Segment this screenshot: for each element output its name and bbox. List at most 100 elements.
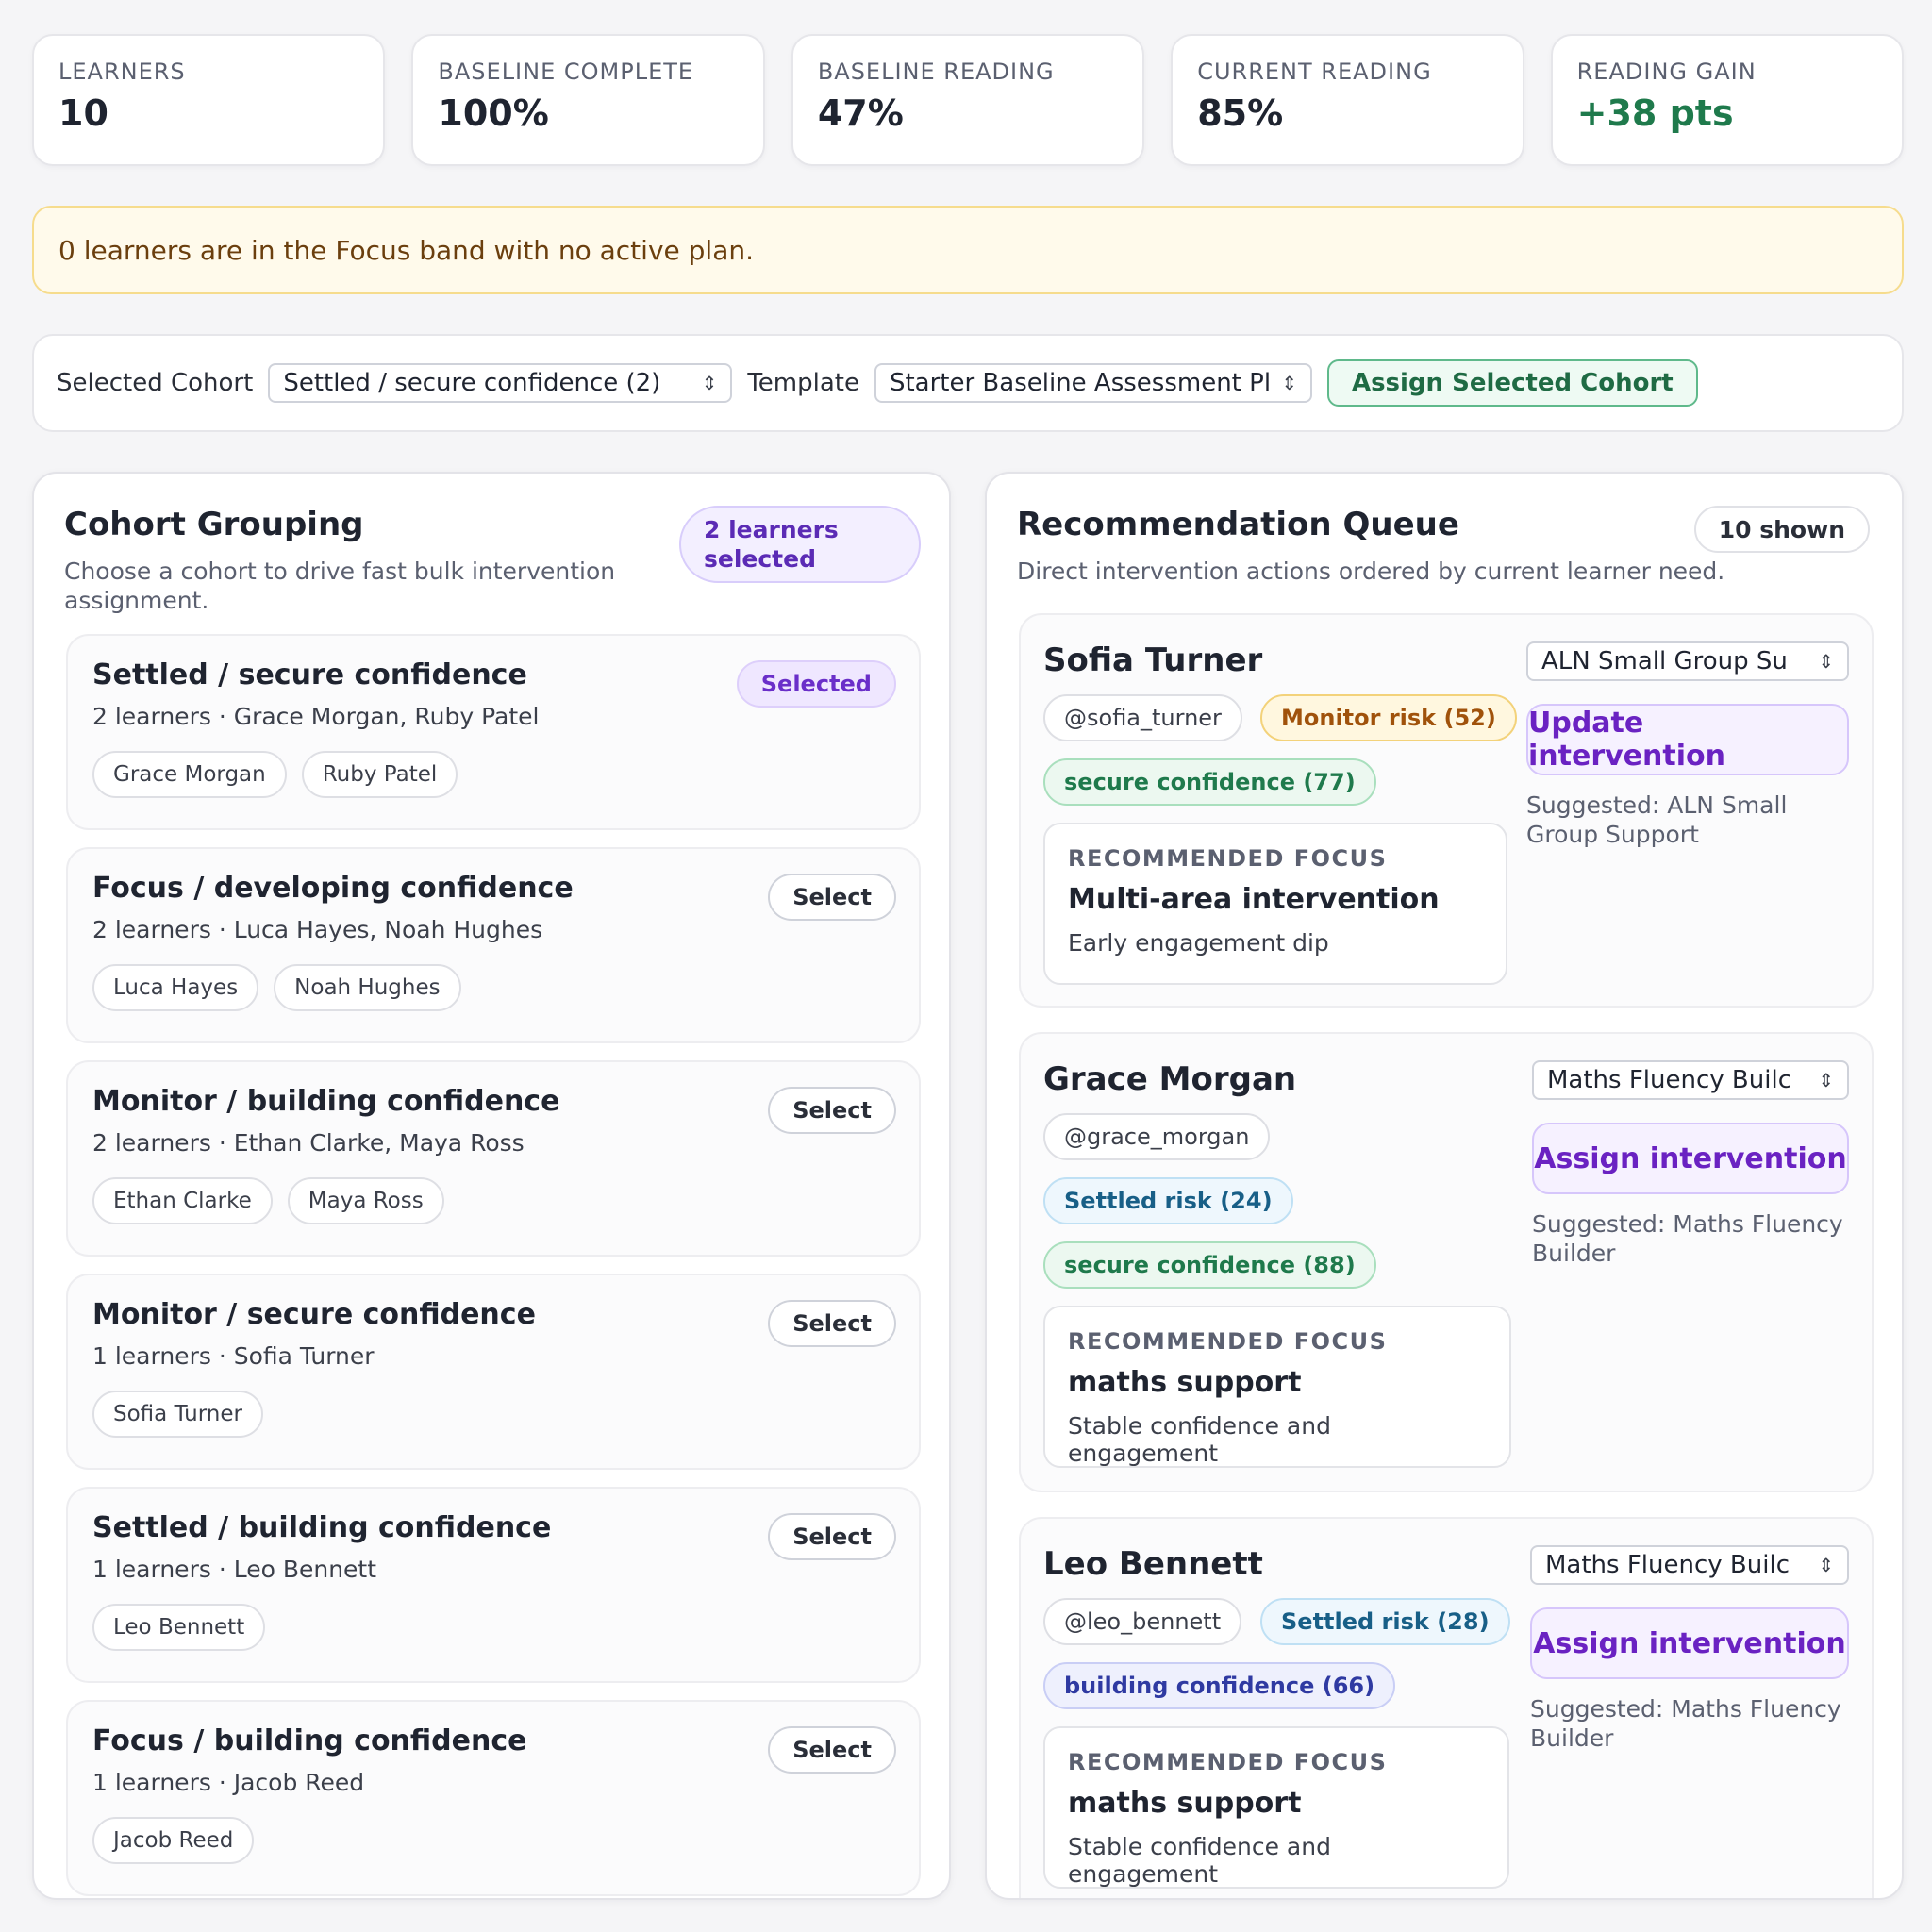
cohort-select-button[interactable]: Select (768, 1300, 896, 1347)
learner-chips: Luca Hayes Noah Hughes (92, 964, 894, 1011)
cohort-card[interactable]: Monitor / secure confidence 1 learners ·… (66, 1274, 921, 1470)
learner-name: Leo Bennett (1043, 1545, 1263, 1583)
cohort-meta: 2 learners · Luca Hayes, Noah Hughes (92, 916, 543, 943)
cohort-title: Monitor / secure confidence (92, 1298, 536, 1331)
template-select[interactable]: Starter Baseline Assessment Plan ⇕ (874, 363, 1312, 403)
intervention-select-value: Maths Fluency Builc (1547, 1066, 1791, 1094)
cohort-grouping-panel: Cohort Grouping Choose a cohort to drive… (32, 472, 951, 1900)
kpi-label: CURRENT READING (1197, 58, 1432, 85)
recommendation-card: Leo Bennett @leo_bennett Settled risk (2… (1019, 1517, 1874, 1898)
focus-title: maths support (1068, 1787, 1302, 1820)
kpi-row: LEARNERS 10 BASELINE COMPLETE 100% BASEL… (32, 34, 1905, 166)
subtitle-line: Choose a cohort to drive fast bulk inter… (64, 558, 616, 585)
suggested-line: Suggested: Maths Fluency (1532, 1210, 1843, 1238)
focus-band-alert: 0 learners are in the Focus band with no… (32, 206, 1904, 294)
kpi-value: 85% (1197, 92, 1284, 134)
cohort-title: Settled / building confidence (92, 1511, 552, 1544)
learner-chip: Noah Hughes (274, 964, 461, 1011)
alert-text: 0 learners are in the Focus band with no… (58, 234, 754, 266)
cohort-meta: 1 learners · Leo Bennett (92, 1556, 377, 1583)
cohort-card[interactable]: Focus / building confidence 1 learners ·… (66, 1700, 921, 1896)
suggested-line: Suggested: ALN Small (1526, 791, 1788, 819)
focus-title: Multi-area intervention (1068, 883, 1440, 916)
kpi-card-baseline-complete: BASELINE COMPLETE 100% (411, 34, 765, 166)
risk-tag: Settled risk (24) (1043, 1177, 1293, 1224)
cohort-select-button[interactable]: Select (768, 1513, 896, 1560)
suggested-intervention: Suggested: ALN Small Group Support (1526, 791, 1849, 849)
confidence-tag: building confidence (66) (1043, 1662, 1396, 1709)
intervention-select-value: ALN Small Group Su (1541, 647, 1788, 675)
confidence-tag: secure confidence (77) (1043, 758, 1376, 806)
selected-cohort-select[interactable]: Settled / secure confidence (2) ⇕ (268, 363, 733, 403)
cohort-title: Settled / secure confidence (92, 658, 527, 691)
chevron-up-down-icon: ⇕ (701, 372, 718, 394)
kpi-label: BASELINE READING (817, 58, 1055, 85)
recommended-focus-box: RECOMMENDED FOCUS maths support Stable c… (1043, 1726, 1509, 1889)
learner-chips: Grace Morgan Ruby Patel (92, 751, 894, 798)
cohort-title: Focus / building confidence (92, 1724, 527, 1757)
learner-chip: Ruby Patel (301, 751, 458, 798)
cohort-meta: 2 learners · Grace Morgan, Ruby Patel (92, 703, 540, 730)
badge-line: selected (704, 545, 816, 573)
kpi-value: 10 (58, 92, 108, 134)
learner-name: Sofia Turner (1043, 641, 1263, 679)
learner-chips: Sofia Turner (92, 1391, 894, 1438)
learner-name: Grace Morgan (1043, 1060, 1297, 1098)
risk-tag: Monitor risk (52) (1260, 694, 1517, 741)
cohort-select-button[interactable]: Select (768, 874, 896, 921)
learner-chips: Ethan Clarke Maya Ross (92, 1177, 894, 1224)
suggested-line: Builder (1532, 1240, 1616, 1267)
kpi-value: +38 pts (1576, 92, 1734, 134)
suggested-intervention: Suggested: Maths Fluency Builder (1532, 1209, 1849, 1268)
kpi-label: READING GAIN (1576, 58, 1757, 85)
assign-intervention-button[interactable]: Assign intervention (1532, 1123, 1849, 1194)
kpi-card-current-reading: CURRENT READING 85% (1171, 34, 1524, 166)
cohort-list: Settled / secure confidence 2 learners ·… (66, 634, 921, 1898)
update-intervention-button[interactable]: Update intervention (1526, 704, 1849, 775)
kpi-value: 100% (438, 92, 549, 134)
cohort-card[interactable]: Focus / developing confidence 2 learners… (66, 847, 921, 1043)
cohort-meta: 1 learners · Jacob Reed (92, 1769, 365, 1796)
learner-handle-tag: @grace_morgan (1043, 1113, 1271, 1160)
subtitle-line: assignment. (64, 587, 209, 614)
recommended-focus-box: RECOMMENDED FOCUS maths support Stable c… (1043, 1306, 1511, 1468)
focus-heading: RECOMMENDED FOCUS (1068, 1328, 1388, 1355)
focus-description: Stable confidence and engagement (1068, 1412, 1331, 1467)
suggested-line: Group Support (1526, 821, 1699, 848)
chevron-up-down-icon: ⇕ (1818, 650, 1834, 673)
cohort-card[interactable]: Settled / secure confidence 2 learners ·… (66, 634, 921, 830)
intervention-select-value: Maths Fluency Builc (1545, 1551, 1790, 1579)
learner-chip: Ethan Clarke (92, 1177, 273, 1224)
focus-heading: RECOMMENDED FOCUS (1068, 845, 1388, 872)
cohort-card[interactable]: Settled / building confidence 1 learners… (66, 1487, 921, 1683)
chevron-up-down-icon: ⇕ (1281, 372, 1297, 394)
cohort-selected-button[interactable]: Selected (736, 660, 896, 708)
cohort-select-button[interactable]: Select (768, 1726, 896, 1774)
template-label: Template (747, 369, 859, 397)
learner-chip: Maya Ross (287, 1177, 444, 1224)
badge-line: 2 learners (704, 516, 839, 543)
suggested-line: Suggested: Maths Fluency (1530, 1695, 1841, 1723)
cohort-select-button[interactable]: Select (768, 1087, 896, 1134)
selected-cohort-label: Selected Cohort (57, 369, 254, 397)
suggested-line: Builder (1530, 1724, 1614, 1752)
intervention-select[interactable]: ALN Small Group Su ⇕ (1526, 641, 1849, 681)
learner-chip: Jacob Reed (92, 1817, 255, 1864)
intervention-select[interactable]: Maths Fluency Builc ⇕ (1532, 1060, 1849, 1100)
cohort-meta: 1 learners · Sofia Turner (92, 1342, 375, 1370)
learner-chip: Luca Hayes (92, 964, 259, 1011)
learner-chip: Sofia Turner (92, 1391, 263, 1438)
chevron-up-down-icon: ⇕ (1818, 1554, 1834, 1576)
panel-subtitle: Direct intervention actions ordered by c… (1017, 558, 1725, 585)
suggested-intervention: Suggested: Maths Fluency Builder (1530, 1694, 1849, 1753)
intervention-select[interactable]: Maths Fluency Builc ⇕ (1530, 1545, 1849, 1585)
recommended-focus-box: RECOMMENDED FOCUS Multi-area interventio… (1043, 823, 1507, 985)
assign-selected-cohort-button[interactable]: Assign Selected Cohort (1326, 359, 1698, 407)
assign-intervention-button[interactable]: Assign intervention (1530, 1607, 1849, 1679)
kpi-card-reading-gain: READING GAIN +38 pts (1550, 34, 1905, 166)
filter-bar: Selected Cohort Settled / secure confide… (32, 334, 1904, 432)
learner-chip: Leo Bennett (92, 1604, 266, 1651)
focus-description: Early engagement dip (1068, 929, 1329, 957)
kpi-card-learners: LEARNERS 10 (32, 34, 386, 166)
cohort-card[interactable]: Monitor / building confidence 2 learners… (66, 1060, 921, 1257)
